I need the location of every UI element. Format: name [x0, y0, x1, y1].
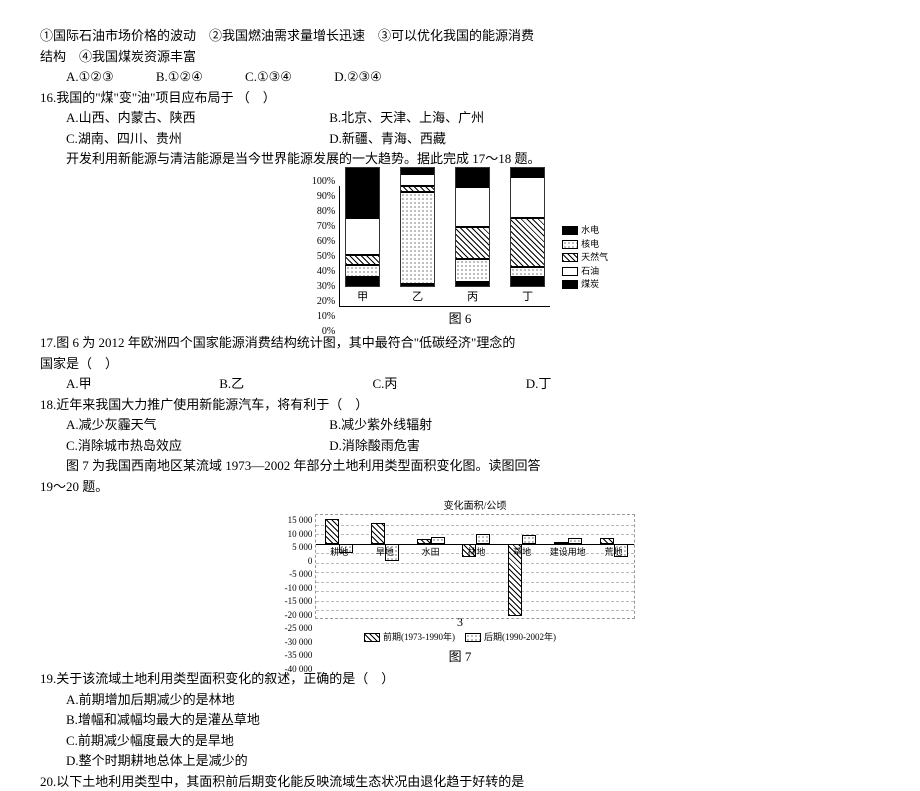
chart6-legend: 水电核电天然气石油煤炭	[562, 224, 608, 292]
chart6-yaxis: 100%90%80%70%60%50%40%30%20%10%0%	[312, 174, 335, 294]
q17-stem1: 17.图 6 为 2012 年欧洲四个国家能源消费结构统计图，其中最符合"低碳经…	[40, 333, 880, 353]
q18-stem: 18.近年来我国大力推广使用新能源汽车，将有利于（ ）	[40, 395, 880, 415]
q15-c: C.①③④	[245, 69, 292, 84]
q16-a: A.山西、内蒙古、陕西	[66, 108, 326, 128]
q15-choices: A.①②③ B.①②④ C.①③④ D.②③④	[40, 67, 880, 87]
q15-options-line1: ①国际石油市场价格的波动 ②我国燃油需求量增长迅速 ③可以优化我国的能源消费	[40, 26, 880, 46]
q20-stem: 20.以下土地利用类型中，其面积前后期变化能反映流域生态状况由退化趋于好转的是	[40, 772, 880, 791]
figure-6: 100%90%80%70%60%50%40%30%20%10%0% 甲乙丙丁 水…	[40, 174, 880, 329]
q16-row1: A.山西、内蒙古、陕西 B.北京、天津、上海、广州	[40, 108, 880, 128]
q18-d: D.消除酸雨危害	[329, 438, 420, 453]
q16-row2: C.湖南、四川、贵州 D.新疆、青海、西藏	[40, 129, 880, 149]
figure-7: 变化面积/公顷 15 00010 0005 0000-5 000-10 000-…	[40, 499, 880, 666]
chart7-legend: 前期(1973-1990年)后期(1990-2002年)	[364, 631, 556, 645]
chart7-yaxis: 15 00010 0005 0000-5 000-10 000-15 000-2…	[285, 514, 313, 619]
q17-choices: A.甲 B.乙 C.丙 D.丁	[40, 374, 880, 394]
q18-row2: C.消除城市热岛效应 D.消除酸雨危害	[40, 436, 880, 456]
q17-d: D.丁	[526, 376, 552, 391]
q16-stem: 16.我国的"煤"变"油"项目应布局于 （ ）	[40, 88, 880, 108]
q19-stem: 19.关于该流域土地利用类型面积变化的叙述，正确的是（ ）	[40, 669, 880, 689]
q15-b: B.①②④	[156, 69, 203, 84]
q17-b: B.乙	[219, 374, 369, 394]
chart6-bars: 甲乙丙丁	[339, 186, 550, 307]
intro-17-18: 开发利用新能源与清洁能源是当今世界能源发展的一大趋势。据此完成 17～18 题。	[40, 149, 880, 169]
q15-options-line2: 结构 ④我国煤炭资源丰富	[40, 47, 880, 67]
page-number: 3	[457, 613, 463, 631]
q15-d: D.②③④	[334, 69, 382, 84]
intro-19-20-line2: 19～20 题。	[40, 477, 880, 497]
q15-a: A.①②③	[66, 69, 114, 84]
q19-d: D.整个时期耕地总体上是减少的	[40, 751, 880, 771]
q18-row1: A.减少灰霾天气 B.减少紫外线辐射	[40, 415, 880, 435]
q18-c: C.消除城市热岛效应	[66, 436, 326, 456]
chart7-ytitle: 变化面积/公顷	[444, 499, 507, 514]
fig6-label: 图 6	[449, 309, 472, 329]
intro-19-20-line1: 图 7 为我国西南地区某流域 1973—2002 年部分土地利用类型面积变化图。…	[40, 456, 880, 476]
q17-stem2: 国家是（ ）	[40, 354, 880, 374]
q18-b: B.减少紫外线辐射	[329, 417, 432, 432]
fig7-label: 图 7	[449, 647, 472, 667]
q17-c: C.丙	[373, 374, 523, 394]
q19-a: A.前期增加后期减少的是林地	[40, 690, 880, 710]
q16-d: D.新疆、青海、西藏	[329, 131, 446, 146]
q16-c: C.湖南、四川、贵州	[66, 129, 326, 149]
q19-b: B.增幅和减幅均最大的是灌丛草地	[40, 710, 880, 730]
chart7-body: 耕地旱地水田林地草地建设用地荒地	[315, 514, 635, 619]
q16-b: B.北京、天津、上海、广州	[329, 110, 484, 125]
q17-a: A.甲	[66, 374, 216, 394]
q19-c: C.前期减少幅度最大的是旱地	[40, 731, 880, 751]
q18-a: A.减少灰霾天气	[66, 415, 326, 435]
